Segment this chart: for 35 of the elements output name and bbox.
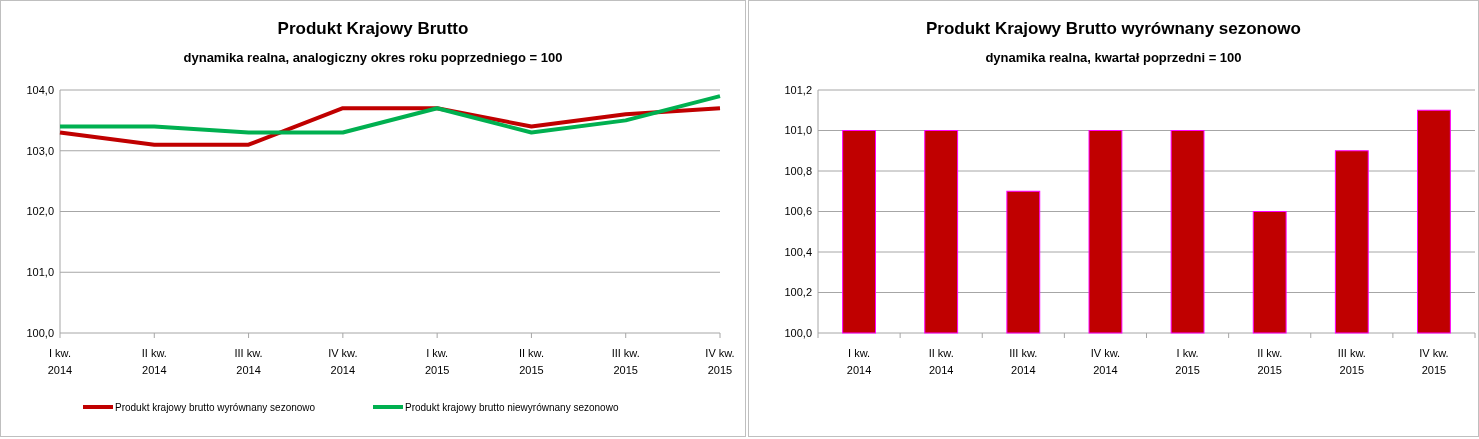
y-tick-label: 100,0 [784,326,812,339]
y-tick-label: 100,8 [784,164,812,177]
y-tick-label: 101,0 [784,124,812,137]
y-tick-label: 101,2 [784,83,812,96]
x-tick-label: IV kw. 2014 [1090,347,1121,376]
y-tick-label: 102,0 [26,205,54,218]
x-tick-label: II kw. 2014 [928,347,954,376]
y-tick-label: 101,0 [26,266,54,279]
x-tick-label: I kw. 2015 [424,347,450,376]
chart-subtitle: dynamika realna, analogiczny okres roku poprzedniego = 100 [183,50,563,65]
x-tick-label: IV kw. 2014 [328,347,358,376]
x-tick-label: II kw. 2014 [141,347,167,376]
x-tick-label: I kw. 2015 [1175,347,1200,376]
x-tick-label: III kw. 2014 [1009,347,1038,376]
legend-label: Produkt krajowy brutto wyrównany sezonowo [115,401,316,413]
x-tick-label: II kw. 2015 [1257,347,1283,376]
x-tick-label: I kw. 2014 [846,347,872,376]
chart-title: Produkt Krajowy Brutto [277,19,469,38]
y-tick-label: 103,0 [26,144,54,157]
legend-label: Produkt krajowy brutto niewyrównany sezonowo [405,401,619,413]
y-tick-label: 104,0 [26,83,54,96]
y-tick-label: 100,2 [784,286,812,299]
chart-subtitle: dynamika realna, kwartał poprzedni = 100 [985,50,1242,65]
line-series [58,94,722,135]
x-tick-label: I kw. 2014 [47,347,73,376]
x-tick-label: III kw. 2015 [611,347,640,376]
x-tick-label: III kw. 2015 [1337,347,1366,376]
x-tick-label: IV kw. 2015 [705,347,735,376]
y-tick-label: 100,0 [26,326,54,339]
x-tick-label: III kw. 2014 [234,347,263,376]
y-tick-label: 100,4 [784,245,812,258]
x-tick-label: IV kw. 2015 [1419,347,1449,376]
chart-title: Produkt Krajowy Brutto wyrównany sezonowo [926,19,1301,38]
y-tick-label: 100,6 [784,205,812,218]
x-tick-label: II kw. 2015 [518,347,544,376]
